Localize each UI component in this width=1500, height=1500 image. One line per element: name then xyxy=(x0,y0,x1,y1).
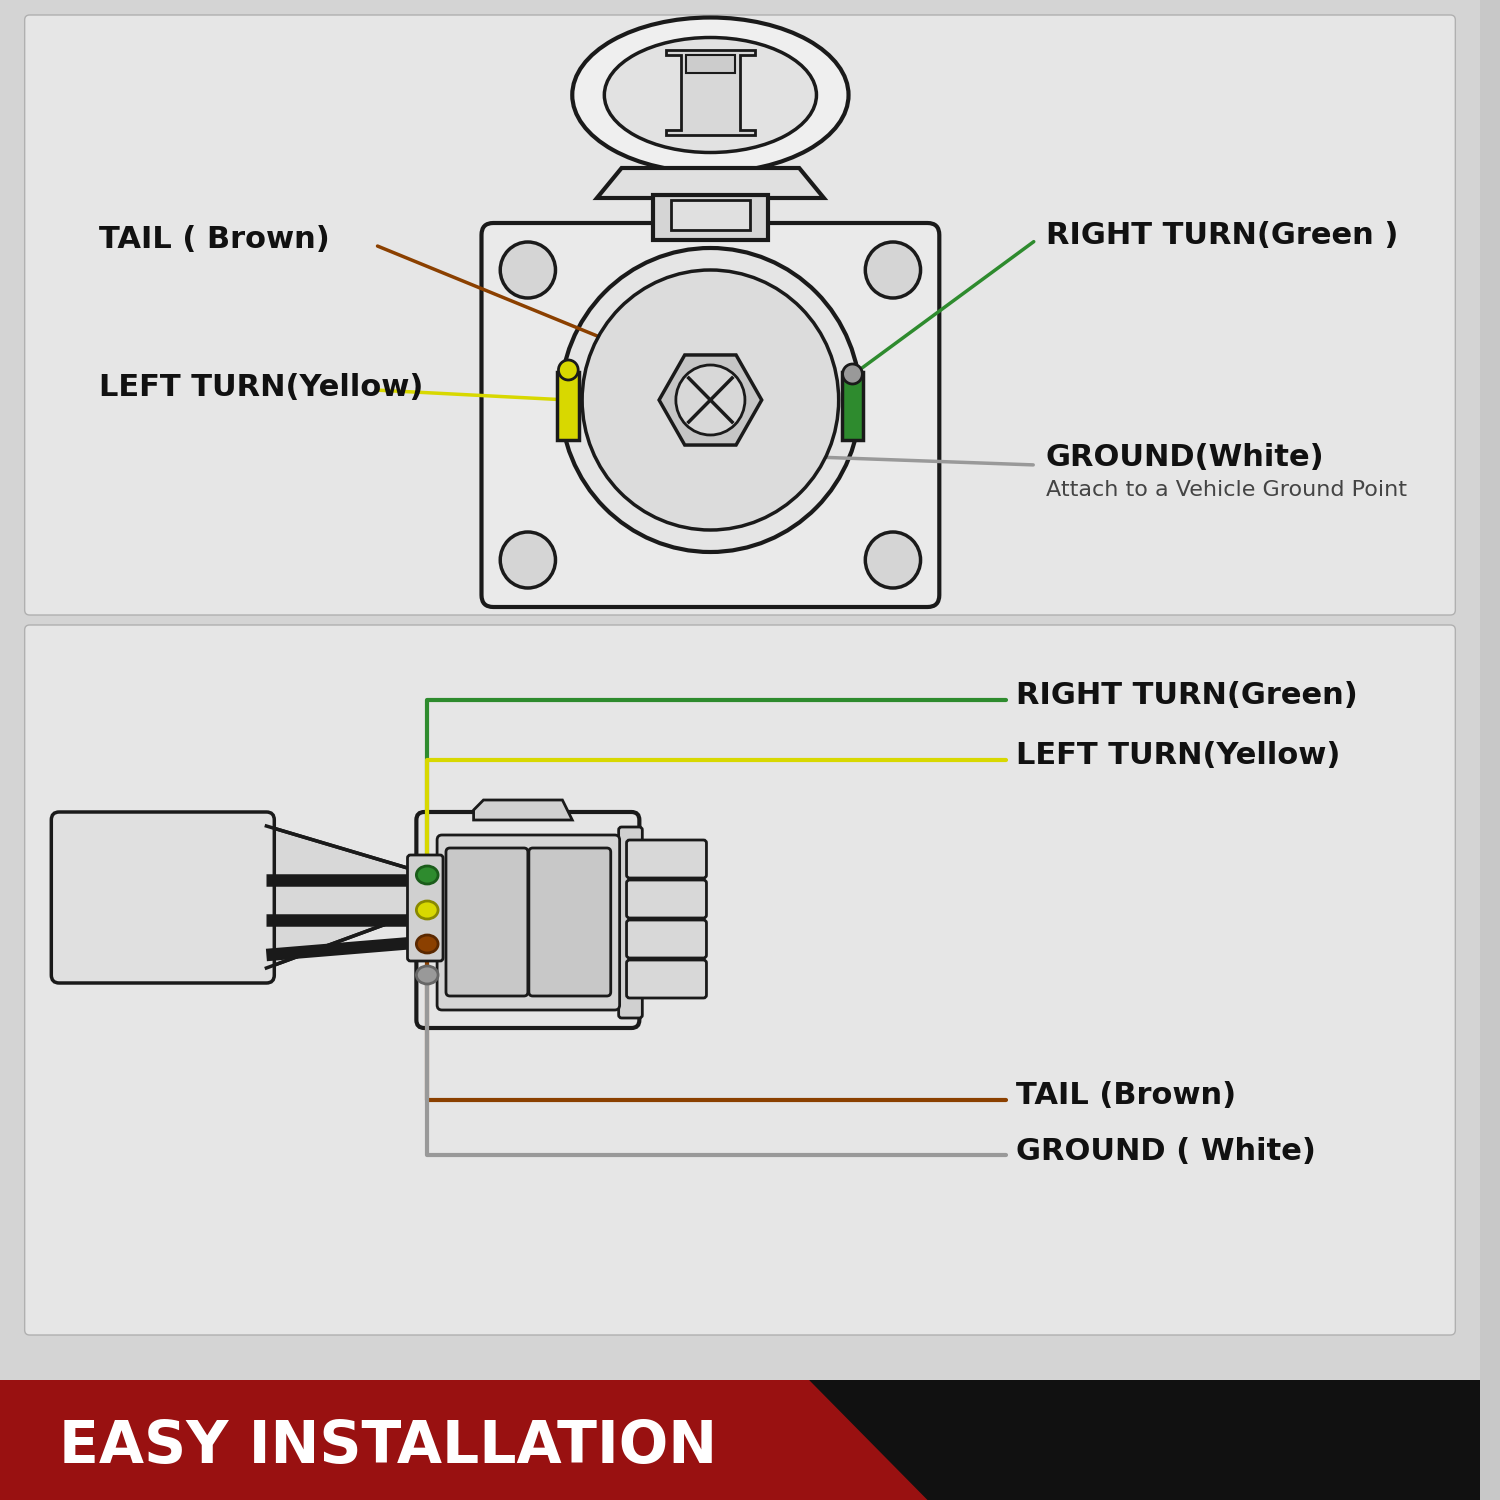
Text: GROUND(White): GROUND(White) xyxy=(1046,444,1324,472)
Text: Attach to a Vehicle Ground Point: Attach to a Vehicle Ground Point xyxy=(1046,480,1407,500)
Text: LEFT TURN(Yellow): LEFT TURN(Yellow) xyxy=(1017,741,1341,770)
Text: RIGHT TURN(Green ): RIGHT TURN(Green ) xyxy=(1046,220,1398,249)
FancyBboxPatch shape xyxy=(482,224,939,608)
FancyBboxPatch shape xyxy=(614,309,689,381)
Polygon shape xyxy=(267,827,424,968)
Bar xyxy=(558,372,579,440)
Text: LEFT TURN(Yellow): LEFT TURN(Yellow) xyxy=(99,374,423,402)
Text: TAIL (Brown): TAIL (Brown) xyxy=(1017,1080,1236,1110)
Circle shape xyxy=(582,270,838,530)
Polygon shape xyxy=(597,168,824,198)
Bar xyxy=(0,1380,1480,1500)
Text: RIGHT TURN(Green): RIGHT TURN(Green) xyxy=(1017,681,1358,710)
Circle shape xyxy=(865,532,921,588)
FancyBboxPatch shape xyxy=(690,413,765,483)
FancyBboxPatch shape xyxy=(670,200,750,230)
Circle shape xyxy=(676,364,746,435)
Ellipse shape xyxy=(604,38,816,153)
FancyBboxPatch shape xyxy=(530,847,610,996)
Bar xyxy=(842,372,864,440)
FancyBboxPatch shape xyxy=(627,960,706,998)
Text: EASY INSTALLATION: EASY INSTALLATION xyxy=(58,1419,717,1476)
FancyBboxPatch shape xyxy=(417,812,639,1028)
Bar xyxy=(686,56,735,74)
Text: TAIL ( Brown): TAIL ( Brown) xyxy=(99,225,330,255)
FancyBboxPatch shape xyxy=(618,827,642,1019)
Circle shape xyxy=(500,242,555,298)
FancyBboxPatch shape xyxy=(408,855,442,962)
Ellipse shape xyxy=(417,934,438,952)
FancyBboxPatch shape xyxy=(446,847,528,996)
Circle shape xyxy=(865,242,921,298)
FancyBboxPatch shape xyxy=(753,420,814,480)
Circle shape xyxy=(558,360,578,380)
Polygon shape xyxy=(0,1380,927,1500)
FancyBboxPatch shape xyxy=(627,920,706,958)
FancyBboxPatch shape xyxy=(436,836,620,1010)
FancyBboxPatch shape xyxy=(24,15,1455,615)
FancyBboxPatch shape xyxy=(24,626,1455,1335)
Ellipse shape xyxy=(417,966,438,984)
Circle shape xyxy=(500,532,555,588)
Polygon shape xyxy=(666,50,754,135)
FancyBboxPatch shape xyxy=(51,812,274,982)
Circle shape xyxy=(843,364,862,384)
FancyBboxPatch shape xyxy=(714,306,786,374)
FancyBboxPatch shape xyxy=(627,840,706,878)
Ellipse shape xyxy=(573,18,849,172)
FancyBboxPatch shape xyxy=(652,195,768,240)
Text: GROUND ( White): GROUND ( White) xyxy=(1017,1137,1316,1167)
Ellipse shape xyxy=(417,865,438,883)
FancyBboxPatch shape xyxy=(627,880,706,918)
Ellipse shape xyxy=(417,902,438,920)
Circle shape xyxy=(561,248,861,552)
Polygon shape xyxy=(474,800,573,820)
